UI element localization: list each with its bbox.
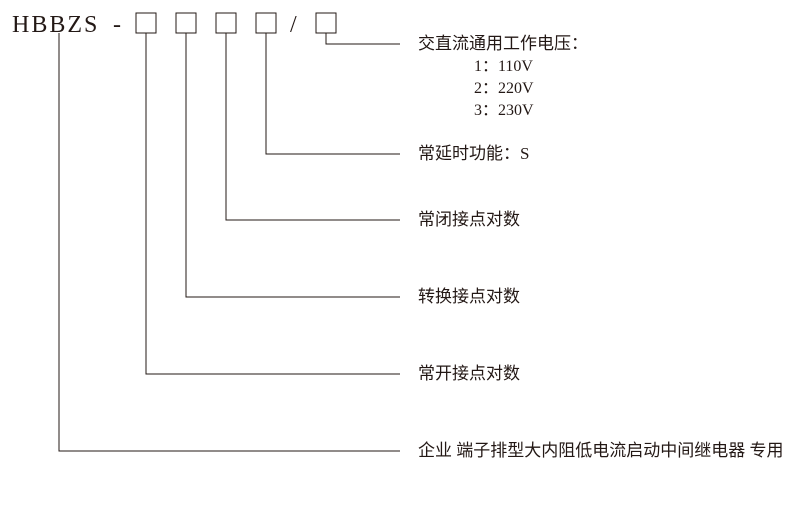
code-prefix: HBBZS bbox=[12, 12, 99, 38]
label-0-sub-1: 2：220V bbox=[474, 80, 534, 97]
placeholder-box-2 bbox=[216, 13, 236, 33]
placeholder-box-3 bbox=[256, 13, 276, 33]
labels-group: 交直流通用工作电压： 1：110V 2：220V 3：230V 常延时功能：S 常闭接点对… bbox=[418, 34, 784, 460]
label-1: 常延时功能：S bbox=[418, 144, 529, 163]
label-0: 交直流通用工作电压： bbox=[418, 34, 588, 53]
leader-line-3 bbox=[186, 33, 400, 297]
label-2: 常闭接点对数 bbox=[418, 210, 520, 229]
label-4: 常开接点对数 bbox=[418, 364, 520, 383]
label-0-sub-2: 3：230V bbox=[474, 102, 534, 119]
leader-line-4 bbox=[146, 33, 400, 374]
code-dash: - bbox=[113, 12, 123, 38]
placeholder-box-4 bbox=[316, 13, 336, 33]
leader-line-1 bbox=[266, 33, 400, 154]
leader-line-2 bbox=[226, 33, 400, 220]
boxes-group bbox=[136, 13, 336, 33]
leader-line-5 bbox=[59, 33, 400, 451]
leader-line-0 bbox=[326, 33, 400, 44]
leaders-group bbox=[59, 33, 400, 451]
code-slash: / bbox=[290, 12, 299, 38]
label-3: 转换接点对数 bbox=[418, 287, 520, 306]
label-0-sub-0: 1：110V bbox=[474, 58, 533, 75]
placeholder-box-0 bbox=[136, 13, 156, 33]
placeholder-box-1 bbox=[176, 13, 196, 33]
label-5: 企业 端子排型大内阻低电流启动中间继电器 专用 bbox=[418, 441, 784, 460]
model-code-diagram: HBBZS - / 交直流通用工作电压： 1：110V 2：220V 3：230V 常延… bbox=[0, 0, 800, 510]
